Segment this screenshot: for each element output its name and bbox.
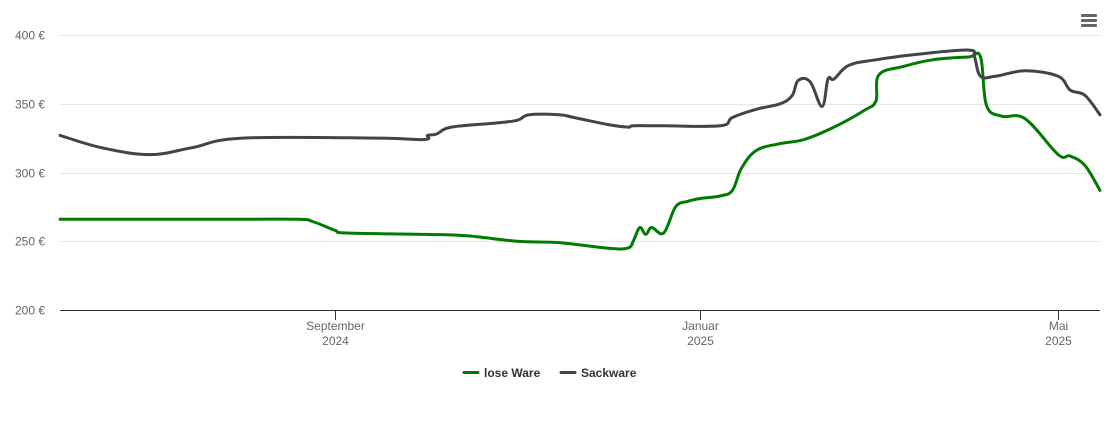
x-tick-label-month: September (306, 319, 365, 333)
legend: lose Ware Sackware (462, 366, 637, 380)
grid-lines (60, 35, 1100, 242)
y-tick-label: 300 € (15, 167, 45, 181)
x-tick-label-month: Januar (682, 319, 719, 333)
series-lines (58, 48, 1102, 251)
menu-bar-bottom (1081, 24, 1097, 27)
y-tick-label: 200 € (15, 304, 45, 318)
x-tick-label-year: 2025 (1045, 334, 1072, 348)
x-tick-label-year: 2024 (322, 334, 349, 348)
series-line-lose-ware[interactable] (58, 51, 1102, 251)
x-tick-label-month: Mai (1049, 319, 1068, 333)
y-tick-label: 250 € (15, 235, 45, 249)
menu-bar-top (1081, 14, 1097, 17)
y-tick-label: 400 € (15, 29, 45, 43)
chart-menu-icon[interactable] (1078, 12, 1100, 32)
series-line-sackware[interactable] (58, 48, 1102, 157)
y-axis-tick-labels: 200 € 250 € 300 € 350 € 400 € (15, 29, 45, 318)
legend-label: Sackware (581, 366, 637, 380)
x-tick-label-year: 2025 (687, 334, 714, 348)
legend-item-sackware[interactable]: Sackware (559, 366, 637, 380)
legend-item-lose-ware[interactable]: lose Ware (462, 366, 541, 380)
y-tick-label: 350 € (15, 98, 45, 112)
legend-label: lose Ware (484, 366, 541, 380)
menu-bar-middle (1081, 19, 1097, 22)
